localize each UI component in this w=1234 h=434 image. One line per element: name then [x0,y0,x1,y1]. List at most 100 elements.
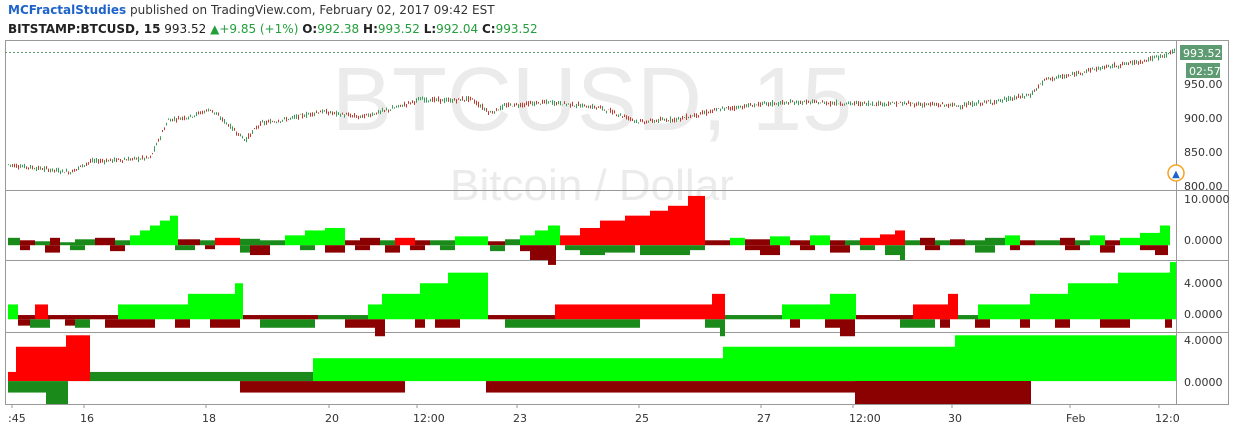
time-label: 12:00 [413,412,445,425]
histogram-bar [855,381,1031,404]
open-label: O: [302,22,318,36]
histogram-bar [1165,319,1172,328]
histogram-bar [860,245,875,251]
indicator-pane-3 [8,335,1176,404]
histogram-bar [1068,283,1118,320]
histogram-bar [975,319,990,328]
high-value: 993.52 [377,22,420,36]
price-label-850: 850.00 [1184,146,1223,159]
histogram-bar [360,237,380,246]
histogram-bar [150,225,160,246]
histogram-bar [830,245,850,253]
histogram-bar [50,237,60,246]
histogram-bar [243,315,318,320]
histogram-bar [650,210,668,246]
histogram-bar [760,245,780,256]
last-price-tag: 993.52 [1183,47,1222,60]
histogram-bar [548,245,556,265]
price-label-950: 950.00 [1184,78,1223,91]
histogram-bar [90,371,313,382]
time-label: 30 [948,412,962,425]
histogram-bar [435,319,460,328]
histogram-bar [948,293,958,320]
histogram-bar [1065,245,1080,251]
histogram-bar [1055,319,1070,328]
histogram-bar [415,319,425,328]
low-label: L: [423,22,437,36]
histogram-bar [490,245,505,252]
histogram-bar [505,319,640,328]
time-axis[interactable]: :45 16 18 20 12:00 23 25 27 12:00 30 Feb 12:0 [8,404,1180,425]
pane2-scale-top: 4.0000 [1184,277,1223,290]
pane2-scale-zero: 0.0000 [1184,308,1223,321]
histogram-bar [845,240,860,246]
histogram-bar [600,220,625,246]
histogram-bar [1100,245,1115,253]
histogram-bar [580,227,600,246]
histogram-bar [170,215,178,246]
time-label: 18 [202,412,216,425]
histogram-bar [415,240,430,246]
histogram-bar [723,346,955,382]
pane1-scale-zero: 0.0000 [1184,234,1223,247]
histogram-bar [1020,319,1030,328]
histogram-bar [605,245,635,253]
histogram-bar [505,239,520,246]
histogram-bar [935,240,950,246]
histogram-bar [215,237,240,246]
open-value: 992.38 [317,22,360,36]
histogram-bar [520,245,530,252]
indicator-pane-1 [8,195,1170,265]
histogram-bar [175,319,190,328]
time-label: 12:0 [1155,412,1180,425]
histogram-bar [300,245,315,251]
histogram-bar [115,240,130,246]
time-label: :45 [8,412,26,425]
histogram-bar [985,237,1005,246]
histogram-bar [978,304,1030,320]
histogram-bar [625,215,650,246]
histogram-bar [35,304,48,320]
histogram-bar [840,319,855,337]
histogram-bar [175,245,195,251]
histogram-bar [240,245,250,253]
histogram-bar [730,237,745,246]
histogram-bar [45,245,60,253]
histogram-bar [178,239,200,246]
watermark-symbol: BTCUSD, 15 [332,50,852,150]
histogram-bar [118,304,188,320]
histogram-bar [1005,235,1020,246]
up-arrow-icon: ▲ [210,22,220,36]
histogram-bar [210,319,240,328]
histogram-bar [48,315,65,320]
histogram-bar [535,230,548,246]
histogram-bar [355,245,370,251]
symbol-title[interactable]: BITSTAMP:BTCUSD, 15 [8,22,161,36]
histogram-bar [1170,262,1176,320]
histogram-bar [1155,245,1168,256]
histogram-bar [46,381,68,404]
histogram-bar [830,293,856,320]
histogram-bar [790,319,800,328]
price-series [8,48,1175,175]
histogram-bar [35,241,50,246]
histogram-bar [690,245,705,251]
histogram-bar [8,381,46,393]
scale-mode-icon[interactable] [1167,164,1185,182]
histogram-bar [140,230,150,246]
histogram-bar [65,315,118,320]
histogram-bar [430,240,455,246]
histogram-bar [900,245,905,260]
histogram-bar [705,319,720,328]
histogram-bar [790,240,810,246]
pane1-scale-top: 10.0000 [1184,193,1230,206]
histogram-bar [488,241,505,246]
histogram-bar [250,245,270,256]
publisher-link[interactable]: MCFractalStudies [8,3,127,17]
histogram-bar [530,245,548,260]
time-label: 25 [635,412,649,425]
histogram-bar [105,319,155,328]
histogram-bar [18,319,30,326]
histogram-bar [1118,272,1170,320]
